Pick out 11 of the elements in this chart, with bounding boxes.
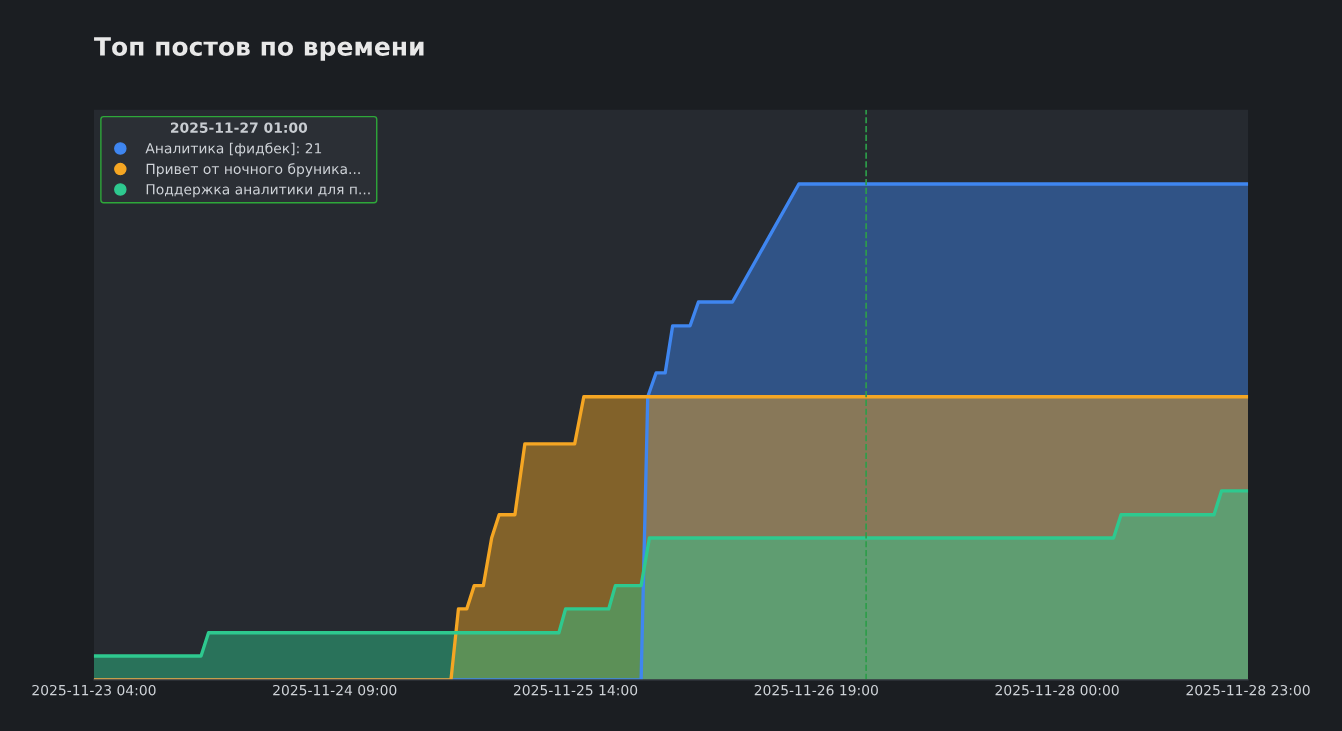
chart-title: Топ постов по времени <box>94 37 424 61</box>
x-tick-label: 2025-11-24 09:00 <box>273 684 397 696</box>
legend-label: Поддержка аналитики для п... <box>146 184 370 198</box>
x-tick-label: 2025-11-25 14:00 <box>513 684 638 696</box>
x-tick-label: 2025-11-26 19:00 <box>754 684 878 696</box>
x-tick-label: 2025-11-28 23:00 <box>1186 684 1310 696</box>
x-tick-label: 2025-11-28 00:00 <box>995 684 1119 696</box>
legend-label: Аналитика [фидбек]: 21 <box>145 142 322 157</box>
legend-title: 2025-11-27 01:00 <box>170 122 308 133</box>
legend-label: Привет от ночного бруника... <box>146 163 360 177</box>
x-tick-label: 2025-11-23 04:00 <box>32 684 156 696</box>
